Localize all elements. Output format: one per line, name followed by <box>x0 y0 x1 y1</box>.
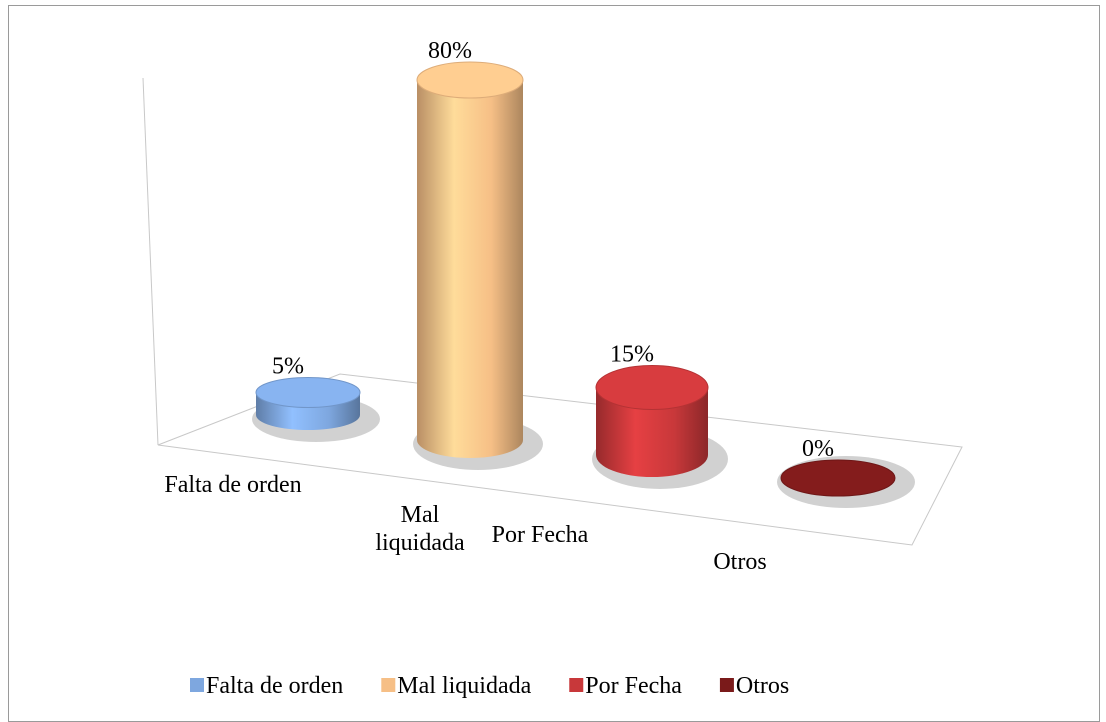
legend-label: Mal liquidada <box>397 673 531 699</box>
cylinder <box>595 365 709 477</box>
cylinder-body <box>417 80 523 458</box>
category-label: Falta de orden <box>164 472 302 498</box>
cylinder-top <box>780 459 896 497</box>
legend-swatch <box>190 678 204 692</box>
cylinder-top <box>255 377 361 408</box>
legend-label: Por Fecha <box>585 673 682 699</box>
legend-swatch <box>719 678 734 692</box>
cylinder <box>780 459 896 497</box>
back-wall-edge <box>142 77 159 446</box>
category-label: Mal liquidada <box>375 502 465 556</box>
legend-swatch <box>381 678 396 692</box>
value-label: 0% <box>802 436 834 462</box>
legend-label: Otros <box>736 673 789 699</box>
cylinder <box>255 377 361 430</box>
frame <box>8 5 1100 722</box>
category-label: Otros <box>713 549 767 575</box>
category-label: Por Fecha <box>491 522 589 548</box>
cylinder <box>416 61 524 458</box>
cylinder-top <box>416 61 524 99</box>
legend-swatch <box>569 678 584 692</box>
cylinder-body <box>596 387 708 477</box>
legend-label: Falta de orden <box>206 673 343 699</box>
value-label: 15% <box>610 342 654 368</box>
cylinder-top <box>595 365 709 410</box>
legend: Falta de orden Mal liquidada Por Fecha Otro… <box>190 673 789 699</box>
value-label: 5% <box>272 354 304 380</box>
value-label: 80% <box>428 38 472 64</box>
